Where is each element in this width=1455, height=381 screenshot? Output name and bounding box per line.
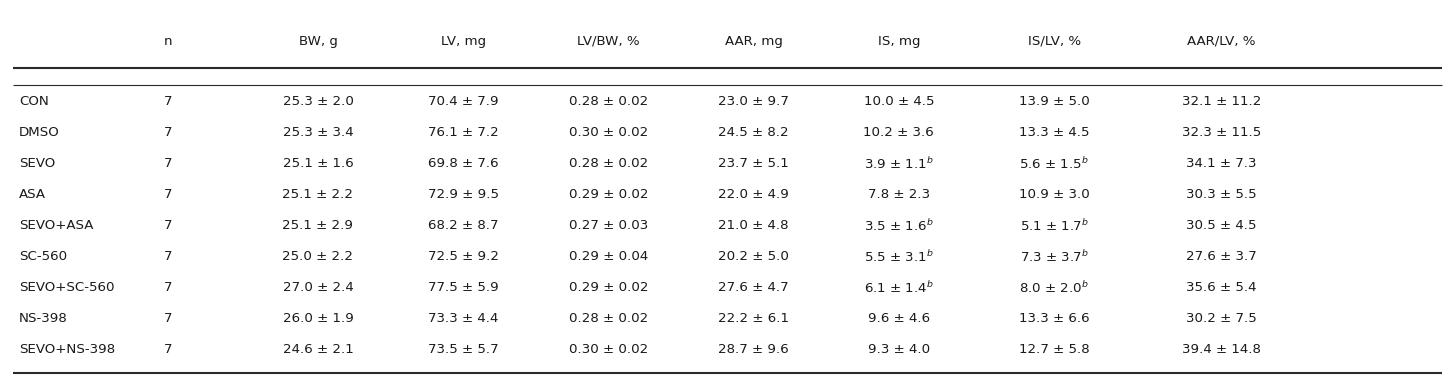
Text: 25.3 ± 3.4: 25.3 ± 3.4: [282, 126, 354, 139]
Text: 77.5 ± 5.9: 77.5 ± 5.9: [428, 281, 499, 294]
Text: 0.27 ± 0.03: 0.27 ± 0.03: [569, 219, 647, 232]
Text: 7: 7: [164, 219, 173, 232]
Text: SEVO+NS-398: SEVO+NS-398: [19, 343, 115, 356]
Text: 72.9 ± 9.5: 72.9 ± 9.5: [428, 188, 499, 201]
Text: 28.7 ± 9.6: 28.7 ± 9.6: [719, 343, 789, 356]
Text: 7: 7: [164, 157, 173, 170]
Text: AAR/LV, %: AAR/LV, %: [1187, 35, 1256, 48]
Text: BW, g: BW, g: [298, 35, 338, 48]
Text: 0.28 ± 0.02: 0.28 ± 0.02: [569, 157, 647, 170]
Text: 7: 7: [164, 312, 173, 325]
Text: CON: CON: [19, 95, 48, 108]
Text: n: n: [164, 35, 173, 48]
Text: 7.8 ± 2.3: 7.8 ± 2.3: [867, 188, 930, 201]
Text: 27.0 ± 2.4: 27.0 ± 2.4: [282, 281, 354, 294]
Text: 6.1 ± 1.4$^{b}$: 6.1 ± 1.4$^{b}$: [864, 280, 934, 296]
Text: 34.1 ± 7.3: 34.1 ± 7.3: [1186, 157, 1257, 170]
Text: 5.6 ± 1.5$^{b}$: 5.6 ± 1.5$^{b}$: [1020, 156, 1090, 171]
Text: IS/LV, %: IS/LV, %: [1027, 35, 1081, 48]
Text: SEVO+ASA: SEVO+ASA: [19, 219, 93, 232]
Text: NS-398: NS-398: [19, 312, 67, 325]
Text: 0.29 ± 0.04: 0.29 ± 0.04: [569, 250, 647, 263]
Text: IS, mg: IS, mg: [877, 35, 920, 48]
Text: 0.28 ± 0.02: 0.28 ± 0.02: [569, 312, 647, 325]
Text: DMSO: DMSO: [19, 126, 60, 139]
Text: 7: 7: [164, 343, 173, 356]
Text: 25.0 ± 2.2: 25.0 ± 2.2: [282, 250, 354, 263]
Text: 7: 7: [164, 95, 173, 108]
Text: 3.5 ± 1.6$^{b}$: 3.5 ± 1.6$^{b}$: [864, 218, 934, 234]
Text: 25.1 ± 1.6: 25.1 ± 1.6: [282, 157, 354, 170]
Text: 7: 7: [164, 126, 173, 139]
Text: 68.2 ± 8.7: 68.2 ± 8.7: [428, 219, 499, 232]
Text: 7: 7: [164, 281, 173, 294]
Text: 7.3 ± 3.7$^{b}$: 7.3 ± 3.7$^{b}$: [1020, 249, 1088, 265]
Text: 7: 7: [164, 250, 173, 263]
Text: 23.0 ± 9.7: 23.0 ± 9.7: [719, 95, 789, 108]
Text: 8.0 ± 2.0$^{b}$: 8.0 ± 2.0$^{b}$: [1020, 280, 1090, 296]
Text: SEVO: SEVO: [19, 157, 55, 170]
Text: 73.3 ± 4.4: 73.3 ± 4.4: [428, 312, 499, 325]
Text: 22.0 ± 4.9: 22.0 ± 4.9: [719, 188, 789, 201]
Text: 24.5 ± 8.2: 24.5 ± 8.2: [719, 126, 789, 139]
Text: 9.3 ± 4.0: 9.3 ± 4.0: [867, 343, 930, 356]
Text: ASA: ASA: [19, 188, 45, 201]
Text: 39.4 ± 14.8: 39.4 ± 14.8: [1181, 343, 1260, 356]
Text: 3.9 ± 1.1$^{b}$: 3.9 ± 1.1$^{b}$: [864, 156, 934, 171]
Text: 35.6 ± 5.4: 35.6 ± 5.4: [1186, 281, 1257, 294]
Text: 32.1 ± 11.2: 32.1 ± 11.2: [1181, 95, 1261, 108]
Text: 25.3 ± 2.0: 25.3 ± 2.0: [282, 95, 354, 108]
Text: LV/BW, %: LV/BW, %: [578, 35, 640, 48]
Text: 13.3 ± 4.5: 13.3 ± 4.5: [1018, 126, 1090, 139]
Text: 9.6 ± 4.6: 9.6 ± 4.6: [867, 312, 930, 325]
Text: 0.28 ± 0.02: 0.28 ± 0.02: [569, 95, 647, 108]
Text: 23.7 ± 5.1: 23.7 ± 5.1: [719, 157, 789, 170]
Text: 24.6 ± 2.1: 24.6 ± 2.1: [282, 343, 354, 356]
Text: 7: 7: [164, 188, 173, 201]
Text: 72.5 ± 9.2: 72.5 ± 9.2: [428, 250, 499, 263]
Text: 30.5 ± 4.5: 30.5 ± 4.5: [1186, 219, 1257, 232]
Text: 0.29 ± 0.02: 0.29 ± 0.02: [569, 188, 647, 201]
Text: 5.1 ± 1.7$^{b}$: 5.1 ± 1.7$^{b}$: [1020, 218, 1088, 234]
Text: 30.2 ± 7.5: 30.2 ± 7.5: [1186, 312, 1257, 325]
Text: 27.6 ± 4.7: 27.6 ± 4.7: [719, 281, 789, 294]
Text: 10.9 ± 3.0: 10.9 ± 3.0: [1018, 188, 1090, 201]
Text: 0.30 ± 0.02: 0.30 ± 0.02: [569, 343, 647, 356]
Text: 27.6 ± 3.7: 27.6 ± 3.7: [1186, 250, 1257, 263]
Text: SC-560: SC-560: [19, 250, 67, 263]
Text: 76.1 ± 7.2: 76.1 ± 7.2: [428, 126, 499, 139]
Text: 32.3 ± 11.5: 32.3 ± 11.5: [1181, 126, 1261, 139]
Text: 70.4 ± 7.9: 70.4 ± 7.9: [428, 95, 499, 108]
Text: 13.9 ± 5.0: 13.9 ± 5.0: [1018, 95, 1090, 108]
Text: 69.8 ± 7.6: 69.8 ± 7.6: [428, 157, 499, 170]
Text: 26.0 ± 1.9: 26.0 ± 1.9: [282, 312, 354, 325]
Text: 25.1 ± 2.2: 25.1 ± 2.2: [282, 188, 354, 201]
Text: 0.29 ± 0.02: 0.29 ± 0.02: [569, 281, 647, 294]
Text: 12.7 ± 5.8: 12.7 ± 5.8: [1018, 343, 1090, 356]
Text: 5.5 ± 3.1$^{b}$: 5.5 ± 3.1$^{b}$: [864, 249, 934, 265]
Text: 22.2 ± 6.1: 22.2 ± 6.1: [719, 312, 789, 325]
Text: 25.1 ± 2.9: 25.1 ± 2.9: [282, 219, 354, 232]
Text: 13.3 ± 6.6: 13.3 ± 6.6: [1018, 312, 1090, 325]
Text: LV, mg: LV, mg: [441, 35, 486, 48]
Text: AAR, mg: AAR, mg: [725, 35, 783, 48]
Text: 0.30 ± 0.02: 0.30 ± 0.02: [569, 126, 647, 139]
Text: 10.2 ± 3.6: 10.2 ± 3.6: [863, 126, 934, 139]
Text: 20.2 ± 5.0: 20.2 ± 5.0: [719, 250, 789, 263]
Text: 21.0 ± 4.8: 21.0 ± 4.8: [719, 219, 789, 232]
Text: 30.3 ± 5.5: 30.3 ± 5.5: [1186, 188, 1257, 201]
Text: 73.5 ± 5.7: 73.5 ± 5.7: [428, 343, 499, 356]
Text: 10.0 ± 4.5: 10.0 ± 4.5: [864, 95, 934, 108]
Text: SEVO+SC-560: SEVO+SC-560: [19, 281, 115, 294]
